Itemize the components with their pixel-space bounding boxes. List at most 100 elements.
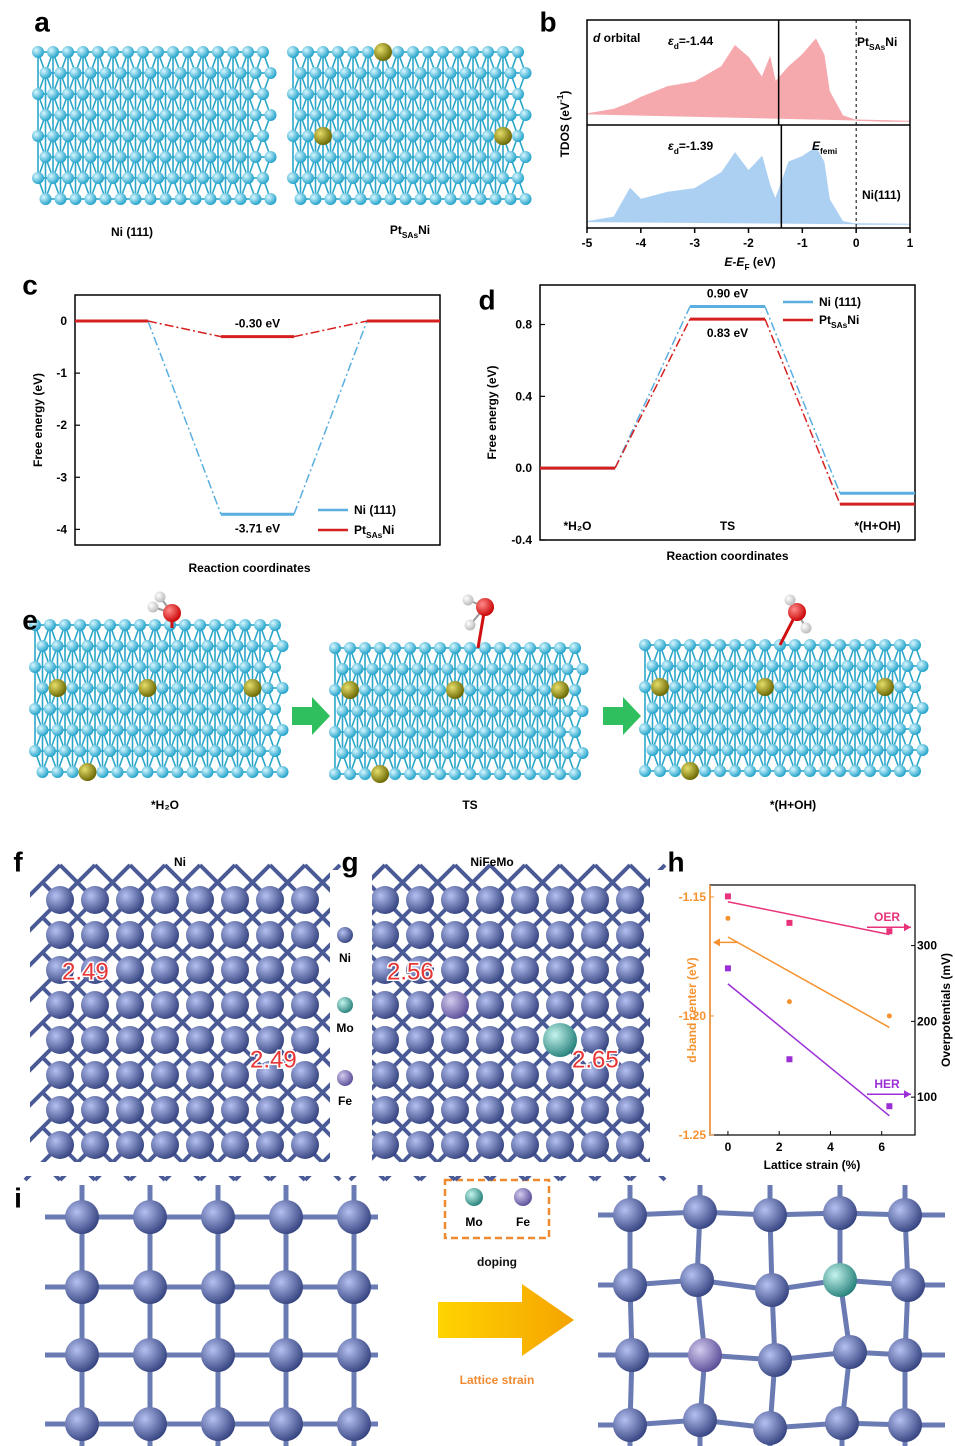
atom bbox=[291, 956, 319, 984]
marker bbox=[786, 1056, 792, 1062]
atom bbox=[894, 639, 906, 651]
atom bbox=[442, 705, 454, 717]
atom bbox=[40, 193, 52, 205]
atom bbox=[412, 663, 424, 675]
atom bbox=[119, 619, 131, 631]
atom bbox=[317, 88, 329, 100]
atom bbox=[362, 172, 374, 184]
atom bbox=[569, 684, 581, 696]
atom bbox=[295, 67, 307, 79]
atom bbox=[894, 681, 906, 693]
atom bbox=[186, 921, 214, 949]
atom bbox=[265, 193, 277, 205]
atom bbox=[151, 886, 179, 914]
atom bbox=[287, 88, 299, 100]
atom bbox=[427, 705, 439, 717]
marker bbox=[886, 928, 892, 934]
atom bbox=[569, 642, 581, 654]
atom bbox=[546, 1096, 574, 1124]
atom bbox=[475, 67, 487, 79]
atom bbox=[833, 1335, 867, 1369]
atom bbox=[445, 151, 457, 163]
oxygen-atom bbox=[476, 598, 494, 616]
atom bbox=[242, 46, 254, 58]
atom bbox=[872, 744, 884, 756]
y-axis-label-part: ) bbox=[558, 91, 572, 95]
atom bbox=[202, 682, 214, 694]
atom bbox=[517, 747, 529, 759]
atom bbox=[789, 681, 801, 693]
atom bbox=[502, 747, 514, 759]
atom bbox=[714, 681, 726, 693]
series-label-part: Pt bbox=[857, 35, 869, 49]
atom bbox=[377, 88, 389, 100]
atom bbox=[562, 747, 574, 759]
atom bbox=[581, 1096, 609, 1124]
legend-atom bbox=[337, 997, 353, 1013]
atom bbox=[692, 660, 704, 672]
atom bbox=[662, 702, 674, 714]
atom bbox=[172, 724, 184, 736]
atom bbox=[864, 681, 876, 693]
atom bbox=[40, 109, 52, 121]
atom bbox=[479, 726, 491, 738]
atom bbox=[187, 766, 199, 778]
atom bbox=[569, 768, 581, 780]
atom bbox=[224, 745, 236, 757]
atom bbox=[382, 705, 394, 717]
atom bbox=[205, 151, 217, 163]
atom bbox=[187, 682, 199, 694]
y2-tick-label: 100 bbox=[917, 1090, 937, 1104]
atom bbox=[430, 151, 442, 163]
legend-label-part: Ni bbox=[847, 313, 859, 327]
atom bbox=[767, 744, 779, 756]
atom bbox=[179, 619, 191, 631]
atom bbox=[250, 109, 262, 121]
atom bbox=[827, 660, 839, 672]
atom bbox=[385, 151, 397, 163]
atom bbox=[400, 151, 412, 163]
x-axis-label: Reaction coordinates bbox=[666, 549, 788, 563]
atom bbox=[569, 726, 581, 738]
annotation: d orbital bbox=[593, 31, 640, 45]
atom bbox=[152, 130, 164, 142]
atom bbox=[287, 130, 299, 142]
atom bbox=[430, 109, 442, 121]
atom bbox=[577, 705, 589, 717]
x-tick-label: -3 bbox=[689, 236, 700, 250]
atom bbox=[137, 172, 149, 184]
atom bbox=[767, 660, 779, 672]
atom bbox=[152, 172, 164, 184]
atom bbox=[269, 1200, 303, 1234]
atom bbox=[182, 88, 194, 100]
atom bbox=[74, 661, 86, 673]
atom bbox=[97, 766, 109, 778]
atom bbox=[77, 172, 89, 184]
atom bbox=[32, 130, 44, 142]
dopant-atom bbox=[651, 678, 669, 696]
atom bbox=[490, 193, 502, 205]
atom bbox=[151, 956, 179, 984]
connector bbox=[765, 307, 840, 494]
atom bbox=[714, 639, 726, 651]
atom bbox=[494, 642, 506, 654]
dopant-atom bbox=[494, 127, 512, 145]
atom bbox=[467, 130, 479, 142]
atom bbox=[221, 1096, 249, 1124]
atom bbox=[857, 744, 869, 756]
atom bbox=[116, 1096, 144, 1124]
atom bbox=[212, 46, 224, 58]
atom bbox=[269, 1407, 303, 1441]
atom bbox=[205, 193, 217, 205]
atom bbox=[370, 109, 382, 121]
marker bbox=[787, 999, 792, 1004]
atom bbox=[887, 660, 899, 672]
atom bbox=[812, 660, 824, 672]
atom bbox=[797, 744, 809, 756]
hydrogen-atom bbox=[463, 595, 474, 606]
atom bbox=[864, 765, 876, 777]
atom bbox=[382, 663, 394, 675]
atom bbox=[107, 88, 119, 100]
atom bbox=[130, 151, 142, 163]
atom bbox=[419, 642, 431, 654]
